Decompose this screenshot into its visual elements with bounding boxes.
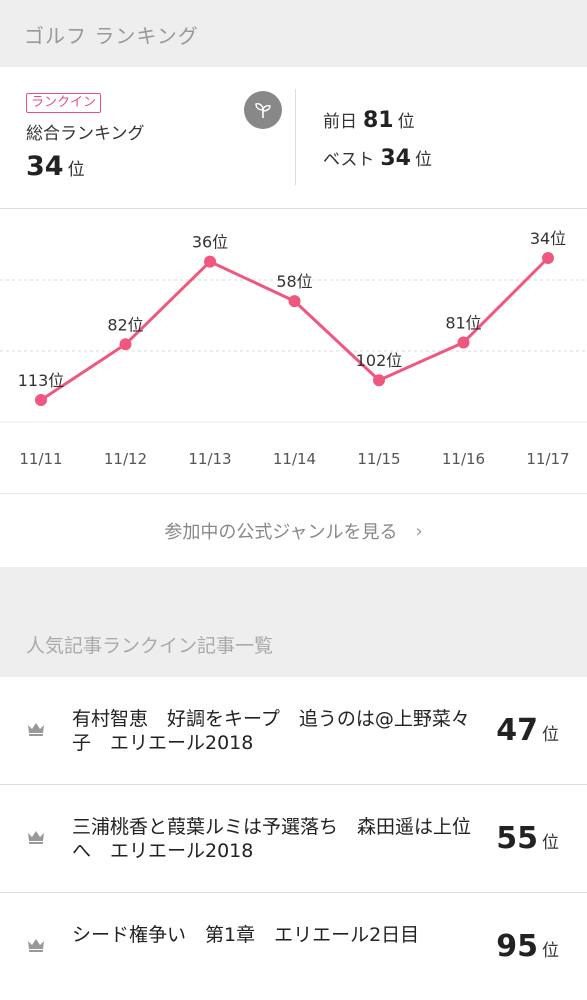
prev-day-value: 81 [363,108,394,133]
article-item[interactable]: 三浦桃香と葭葉ルミは予選落ち 森田遥は上位へ エリエール2018 55 位 [0,785,587,893]
official-genre-link-label: 参加中の公式ジャンルを見る [164,522,398,543]
page-header: ゴルフ ランキング [0,0,587,67]
rank-data-label: 113位 [18,371,65,390]
article-title: シード権争い 第1章 エリエール2日目 [72,924,420,946]
article-title: 三浦桃香と葭葉ルミは予選落ち 森田遥は上位へ エリエール2018 [72,816,472,862]
chevron-right-icon: › [415,520,423,542]
article-rank-value: 55 [496,821,538,856]
ranking-line-chart: 113位 82位 36位 58位 102位 81位 34位 11/11 11/12 11/13 11… [0,229,587,468]
article-rank-unit: 位 [542,833,559,853]
article-rank-value: 47 [496,713,538,748]
article-rank-unit: 位 [542,941,559,961]
ranking-summary: ランクイン 総合ランキング 34 位 前日 81 位 ベスト 34 位 [0,67,587,209]
overall-ranking-label: 総合ランキング [26,124,145,144]
overall-rank: 34 位 [26,151,85,182]
article-rank-unit: 位 [542,725,559,745]
genre-toggle-button[interactable] [244,91,282,129]
prev-day-label: 前日 [323,112,357,132]
best-unit: 位 [414,150,432,170]
best-rank: ベスト 34 位 [323,145,432,171]
x-tick-label: 11/16 [442,450,485,468]
rank-point [542,252,554,264]
summary-divider [295,89,296,185]
crown-icon [28,723,44,736]
x-tick-label: 11/12 [104,450,147,468]
article-item[interactable]: シード権争い 第1章 エリエール2日目 95 位 [0,893,587,1000]
rank-data-label: 102位 [356,351,403,370]
rank-point [119,338,132,351]
article-item[interactable]: 有村智恵 好調をキープ 追うのは@上野菜々子 エリエール2018 47 位 [0,677,587,785]
rank-point [373,374,385,387]
prev-day-rank: 前日 81 位 [323,107,415,133]
rank-data-label: 82位 [107,315,143,334]
rank-point [35,394,47,406]
article-rank: 55 位 [496,821,559,856]
rank-data-label: 34位 [530,229,566,248]
page-title: ゴルフ ランキング [24,24,199,48]
prev-day-unit: 位 [397,112,415,132]
x-tick-label: 11/17 [526,450,569,468]
crown-icon [28,939,44,952]
x-tick-label: 11/13 [188,450,231,468]
rank-point [288,295,301,308]
rank-point [457,336,470,349]
rank-data-label: 81位 [445,313,481,332]
article-rank: 47 位 [496,713,559,748]
article-rank: 95 位 [496,929,559,964]
articles-section-title: 人気記事ランクイン記事一覧 [26,635,274,657]
article-rank-value: 95 [496,929,538,964]
articles-section-header: 人気記事ランクイン記事一覧 [0,567,587,677]
best-value: 34 [380,146,411,171]
x-tick-label: 11/14 [273,450,316,468]
rank-data-label: 36位 [192,233,228,252]
x-tick-label: 11/15 [357,450,400,468]
rank-point [204,255,216,268]
article-title: 有村智恵 好調をキープ 追うのは@上野菜々子 エリエール2018 [72,708,470,754]
crown-icon [28,831,44,844]
rank-in-badge: ランクイン [26,93,102,113]
overall-rank-value: 34 [26,151,64,182]
overall-rank-unit: 位 [67,160,85,180]
sprout-icon [255,103,271,118]
x-tick-label: 11/11 [19,450,62,468]
best-label: ベスト [323,150,375,170]
official-genre-link[interactable]: 参加中の公式ジャンルを見る › [0,495,587,567]
rank-data-label: 58位 [276,272,312,291]
ranking-chart: 113位 82位 36位 58位 102位 81位 34位 11/11 11/12 11/13 11… [0,210,587,494]
